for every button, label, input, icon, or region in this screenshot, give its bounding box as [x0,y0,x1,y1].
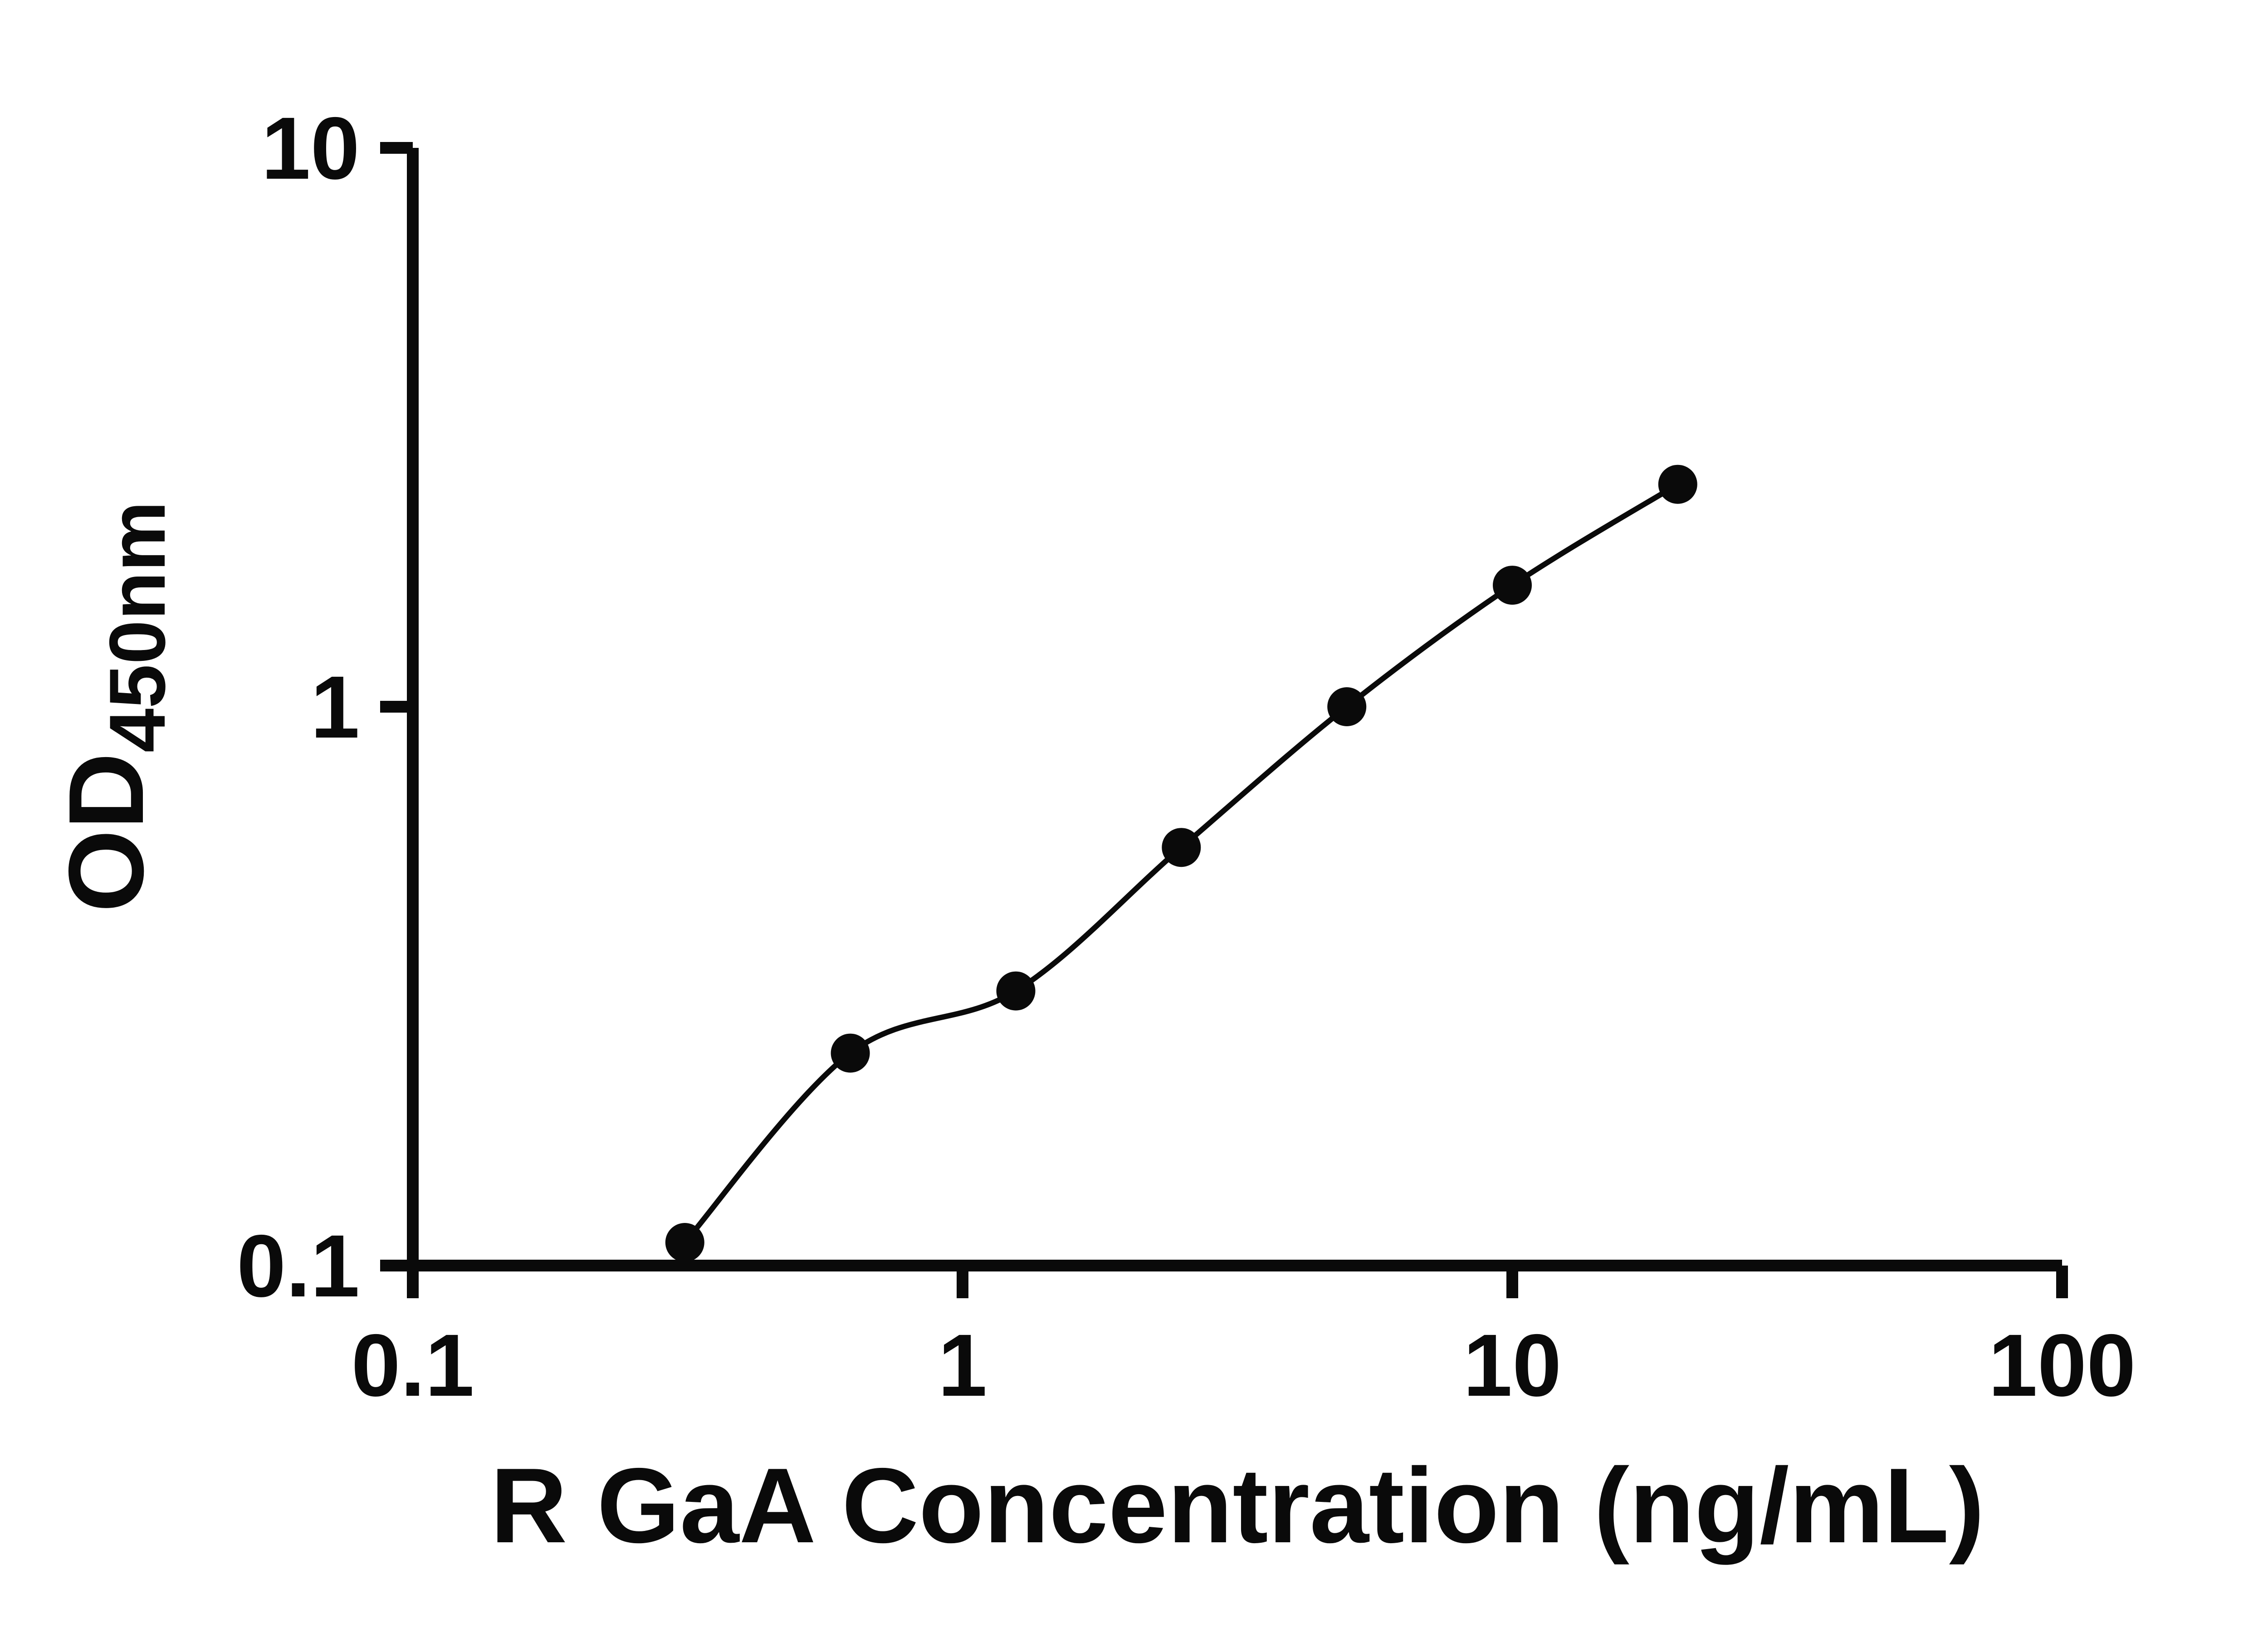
axes [407,148,2062,1271]
x-axis-ticks: 0.1 1 10 100 [351,1266,2136,1415]
x-tick-label: 100 [1988,1316,2136,1415]
data-point [665,1223,704,1262]
y-axis-ticks: 0.1 1 10 [237,99,413,1315]
x-tick-label: 10 [1463,1316,1562,1415]
y-tick-label: 10 [261,99,360,198]
data-point [831,1033,870,1073]
data-point [1658,464,1697,504]
y-tick-label: 1 [311,658,360,757]
data-point [996,971,1036,1011]
y-axis-title: OD450nm [46,501,182,913]
y-axis-title-subscript: 450nm [93,501,182,753]
axis-lines [407,148,2062,1271]
data-point [1327,687,1367,726]
x-axis-title: R GaA Concentration (ng/mL) [490,1446,1984,1565]
x-tick-label: 0.1 [351,1316,474,1415]
x-tick-label: 1 [938,1316,987,1415]
y-axis-title-main: OD [46,753,166,913]
y-tick-label: 0.1 [237,1217,360,1315]
data-points [665,464,1697,1262]
data-point [1493,566,1532,605]
data-point [1162,828,1201,867]
